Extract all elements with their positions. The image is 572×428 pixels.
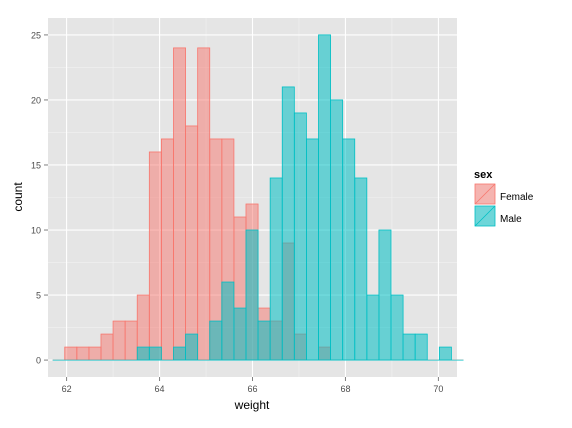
- x-tick-label: 62: [62, 384, 72, 394]
- y-axis-title: count: [11, 182, 25, 212]
- series-male: [52, 34, 464, 361]
- bar-female: [185, 125, 199, 361]
- bar-male: [330, 99, 344, 361]
- bars-layer: [52, 34, 464, 361]
- bar-female: [76, 346, 90, 361]
- bar-male: [136, 346, 150, 361]
- bar-male: [245, 229, 259, 361]
- legend-title: sex: [474, 169, 493, 181]
- legend-keys: [474, 183, 496, 227]
- legend: sex Female Male: [474, 169, 534, 227]
- y-tick-label: 25: [31, 30, 41, 40]
- bar-male: [354, 177, 368, 361]
- y-axis: 0 5 10 15 20 25: [31, 30, 48, 366]
- bar-male: [378, 229, 392, 361]
- bar-male: [269, 177, 283, 361]
- bar-male: [306, 138, 319, 361]
- y-tick-label: 10: [31, 226, 41, 236]
- y-tick-label: 20: [31, 95, 41, 105]
- bar-male: [148, 346, 162, 361]
- bar-female: [88, 346, 102, 361]
- legend-key-female: [474, 183, 496, 205]
- bar-male: [185, 333, 199, 361]
- bar-male: [414, 333, 428, 361]
- bar-male: [293, 112, 307, 361]
- legend-label-male: Male: [500, 214, 522, 225]
- bar-male: [281, 86, 295, 361]
- x-axis-title: weight: [234, 398, 270, 412]
- bar-female: [197, 47, 211, 361]
- bar-female: [124, 320, 138, 361]
- legend-label-female: Female: [500, 192, 534, 203]
- legend-key-slash: [474, 183, 496, 205]
- x-axis: 62 64 66 68 70: [62, 377, 443, 394]
- bar-male: [366, 294, 380, 361]
- bar-male: [342, 138, 356, 361]
- bar-male: [173, 346, 186, 361]
- bar-male: [402, 333, 416, 361]
- y-tick-label: 0: [36, 356, 41, 366]
- bar-male: [221, 281, 235, 361]
- bar-male: [390, 294, 404, 361]
- bar-female: [173, 47, 186, 361]
- bar-male: [257, 320, 271, 361]
- bar-male: [318, 34, 331, 361]
- bar-male: [438, 346, 452, 361]
- bar-female: [64, 346, 78, 361]
- bar-female: [100, 333, 114, 361]
- x-tick-label: 68: [340, 384, 350, 394]
- bar-male: [233, 307, 247, 361]
- y-tick-label: 15: [31, 160, 41, 170]
- legend-key-slash: [474, 205, 496, 227]
- bar-female: [148, 151, 162, 361]
- x-tick-label: 64: [155, 384, 165, 394]
- bar-male: [209, 320, 223, 361]
- bar-female: [161, 138, 174, 361]
- x-tick-label: 70: [433, 384, 443, 394]
- x-tick-label: 66: [247, 384, 257, 394]
- legend-key-male: [474, 205, 496, 227]
- y-tick-label: 5: [36, 291, 41, 301]
- bar-female: [112, 320, 126, 361]
